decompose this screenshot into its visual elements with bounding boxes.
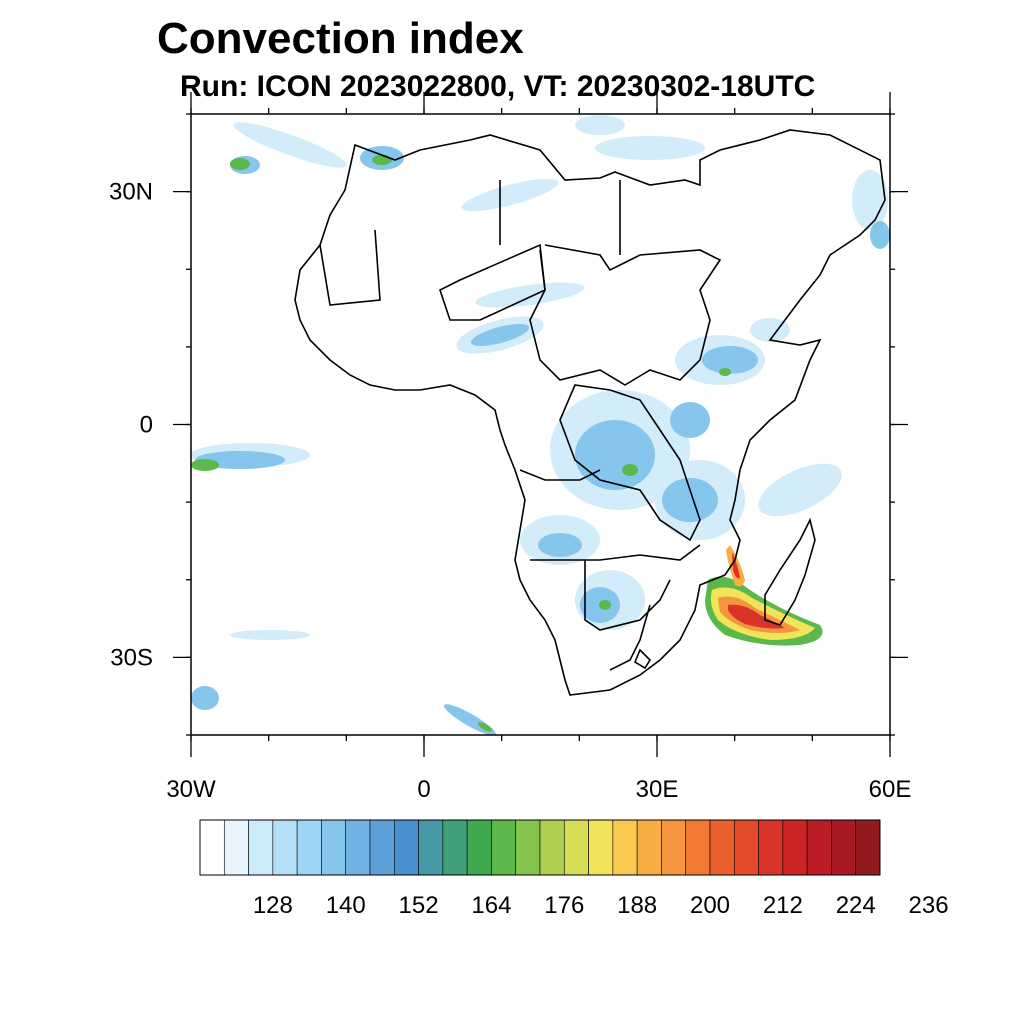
colorbar-label: 236	[909, 892, 949, 919]
colorbar-swatch	[855, 819, 881, 876]
colorbar-label: 176	[544, 892, 584, 919]
axis-ticks	[173, 92, 908, 757]
convection-field	[191, 115, 890, 735]
colorbar-label: 164	[471, 892, 511, 919]
colorbar-label: 224	[836, 892, 876, 919]
colorbar-label: 128	[253, 892, 293, 919]
chart-title: Convection index	[157, 14, 524, 63]
lon-tick-label: 30W	[166, 776, 216, 803]
colorbar-swatch	[806, 819, 832, 876]
colorbar-frame	[199, 819, 881, 876]
colorbar-swatch	[369, 819, 395, 876]
colorbar-swatch	[272, 819, 298, 876]
lon-tick-label: 30E	[636, 776, 679, 803]
lat-tick-label: 30N	[109, 179, 153, 206]
colorbar-swatch	[733, 819, 759, 876]
colorbar-label: 188	[617, 892, 657, 919]
colorbar-swatch	[223, 819, 249, 876]
colorbar-swatch	[661, 819, 687, 876]
colorbar-swatch	[296, 819, 322, 876]
colorbar-swatch	[831, 819, 857, 876]
colorbar-swatch	[515, 819, 541, 876]
lon-tick-label: 60E	[869, 776, 912, 803]
colorbar-swatch	[418, 819, 444, 876]
colorbar-swatch	[758, 819, 784, 876]
axis-tick-labels: 30N 0 30S 30W 0 30E 60E	[109, 179, 911, 803]
colorbar-swatch	[321, 819, 347, 876]
colorbar-swatch	[199, 819, 225, 876]
colorbar-swatch	[709, 819, 735, 876]
colorbar-swatch	[588, 819, 614, 876]
colorbar-labels: 128 140 152 164 176 188 200 212 224 236	[253, 892, 949, 919]
chart-subtitle: Run: ICON 2023022800, VT: 20230302-18UTC	[180, 70, 816, 103]
colorbar-label: 212	[763, 892, 803, 919]
colorbar-swatch	[685, 819, 711, 876]
colorbar-swatch	[345, 819, 371, 876]
lat-tick-label: 30S	[110, 644, 153, 671]
colorbar-label: 200	[690, 892, 730, 919]
colorbar-swatch	[393, 819, 419, 876]
cyclone-convection	[705, 545, 823, 646]
colorbar-swatch	[782, 819, 808, 876]
lat-tick-label: 0	[140, 412, 153, 439]
colorbar-swatch	[539, 819, 565, 876]
coastlines	[294, 129, 886, 696]
colorbar-swatch	[442, 819, 468, 876]
colorbar-swatch	[248, 819, 274, 876]
colorbar-swatch	[612, 819, 638, 876]
colorbar-label: 152	[399, 892, 439, 919]
colorbar-swatch	[491, 819, 517, 876]
colorbar-swatch	[466, 819, 492, 876]
colorbar-swatch	[636, 819, 662, 876]
colorbar-swatch	[563, 819, 589, 876]
colorbar-label: 140	[326, 892, 366, 919]
lon-tick-label: 0	[417, 776, 430, 803]
colorbar	[199, 819, 881, 876]
